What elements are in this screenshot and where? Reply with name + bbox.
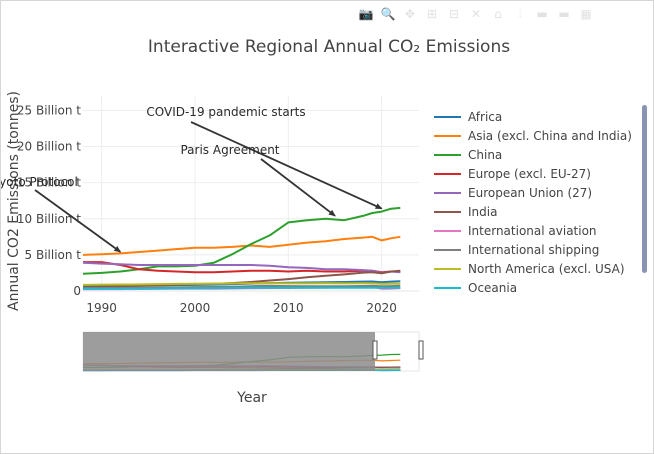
y-tick-label: 5 Billion t (25, 248, 82, 262)
legend-label: European Union (27) (468, 186, 592, 200)
legend-label: Oceania (468, 281, 517, 295)
legend-scrollbar[interactable] (642, 105, 647, 273)
plotly-logo-icon[interactable]: ▦ (580, 7, 592, 21)
reset-axes-icon[interactable]: ⌂ (494, 7, 502, 21)
legend-item[interactable]: India (434, 205, 497, 219)
legend-label: North America (excl. USA) (468, 262, 625, 276)
legend-label: Asia (excl. China and India) (468, 129, 632, 143)
zoom-in-icon[interactable]: ⊞ (426, 7, 438, 21)
y-tick-label: 20 Billion t (17, 140, 81, 154)
hover-closest-icon[interactable]: ▬ (536, 7, 548, 21)
chart-title: Interactive Regional Annual CO₂ Emission… (148, 37, 510, 57)
x-tick-label: 2020 (366, 301, 397, 315)
series-line-8[interactable] (82, 282, 401, 286)
y-tick-label: 10 Billion t (17, 212, 81, 226)
series-line-1[interactable] (82, 235, 401, 256)
legend-item[interactable]: China (434, 148, 502, 162)
camera-icon[interactable]: 📷 (358, 7, 374, 21)
y-tick-label: 0 (73, 284, 81, 298)
legend[interactable]: Africa Asia (excl. China and India) China E… (434, 110, 632, 295)
hover-compare-icon[interactable]: ▬ (558, 7, 570, 21)
range-slider-right-handle[interactable] (418, 340, 424, 360)
annotations: COVID-19 pandemic starts Paris Agreement K… (1, 105, 383, 253)
zoom-icon[interactable]: 🔍 (380, 7, 396, 21)
x-tick-label: 2000 (180, 301, 211, 315)
series-line-4[interactable] (82, 261, 401, 274)
y-axis-title: Annual CO2 Emissions (tonnes) (6, 91, 22, 311)
legend-item[interactable]: International aviation (434, 224, 597, 238)
legend-item[interactable]: Asia (excl. China and India) (434, 129, 632, 143)
legend-label: International aviation (468, 224, 597, 238)
annotation-arrow (260, 158, 336, 217)
legend-label: International shipping (468, 243, 599, 257)
annotation-label: Paris Agreement (180, 143, 279, 157)
y-axis-ticks: 0 5 Billion t 10 Billion t 15 Billion t 20 B… (17, 103, 81, 298)
zoom-out-icon[interactable]: ⊟ (448, 7, 460, 21)
pan-icon[interactable]: ✥ (404, 7, 416, 21)
legend-label: India (468, 205, 497, 219)
legend-item[interactable]: European Union (27) (434, 186, 592, 200)
legend-item[interactable]: Africa (434, 110, 502, 124)
legend-label: Africa (468, 110, 502, 124)
range-slider-left-handle[interactable] (372, 340, 378, 360)
grid (83, 96, 419, 292)
legend-item[interactable]: International shipping (434, 243, 599, 257)
legend-item[interactable]: North America (excl. USA) (434, 262, 625, 276)
x-axis-title: Year (236, 390, 267, 406)
spike-lines-icon[interactable]: ⫶ (518, 6, 522, 21)
x-tick-label: 2010 (273, 301, 304, 315)
x-tick-label: 1990 (86, 301, 117, 315)
legend-label: China (468, 148, 502, 162)
range-slider[interactable] (82, 331, 424, 372)
annotation-arrow (190, 121, 383, 210)
legend-item[interactable]: Oceania (434, 281, 517, 295)
autoscale-icon[interactable]: ✕ (470, 7, 482, 21)
modebar: 📷 🔍 ✥ ⊞ ⊟ ✕ ⌂ ⫶ ▬ ▬ ▦ (357, 6, 595, 24)
series-line-5[interactable] (82, 269, 401, 289)
y-tick-label: 25 Billion t (17, 103, 81, 117)
range-slider-mask (83, 332, 375, 371)
x-axis-ticks: 1990 2000 2010 2020 (86, 301, 397, 315)
series-line-9[interactable] (83, 286, 401, 290)
y-tick-label: 15 Billion t (17, 176, 81, 190)
legend-item[interactable]: Europe (excl. EU-27) (434, 167, 591, 181)
annotation-label: COVID-19 pandemic starts (146, 105, 305, 119)
annotation-arrow (34, 189, 122, 253)
plot-area[interactable] (82, 206, 401, 291)
legend-label: Europe (excl. EU-27) (468, 167, 591, 181)
annotation-label: Kyoto Protocol (1, 175, 78, 189)
